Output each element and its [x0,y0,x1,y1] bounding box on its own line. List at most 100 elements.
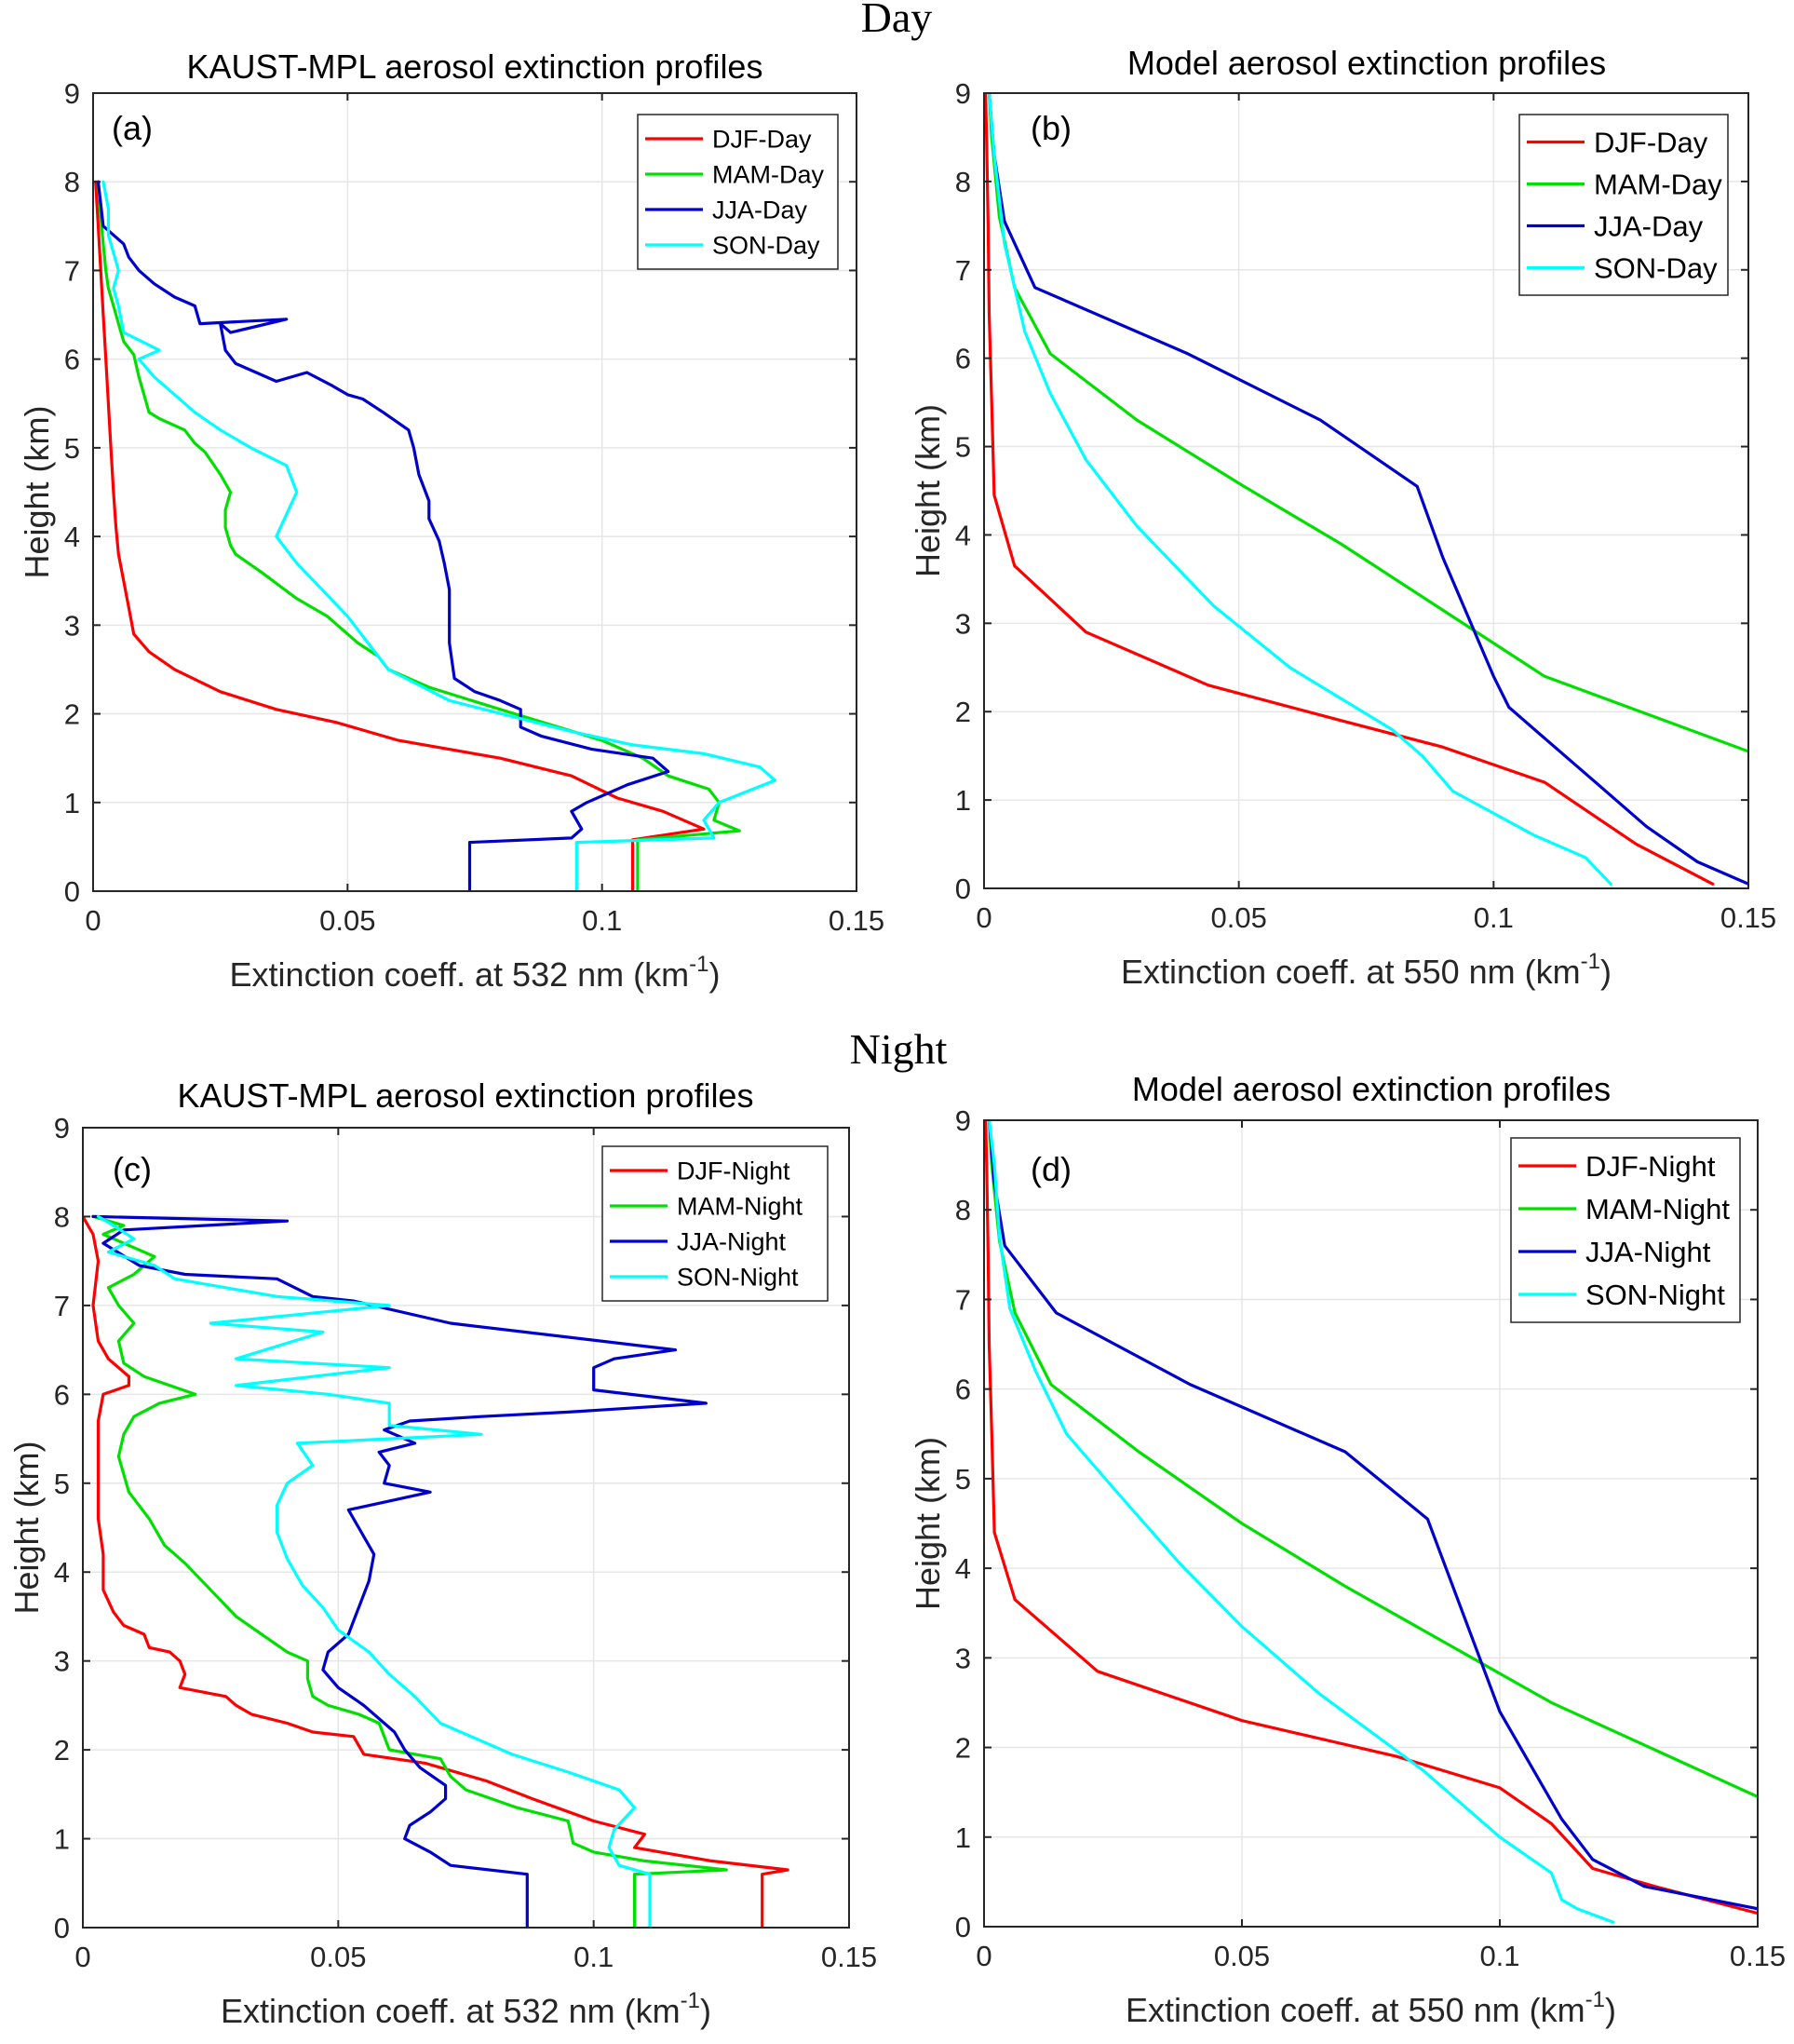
y-tick-label: 7 [64,254,80,287]
legend-entry-label: JJA-Night [1585,1236,1711,1268]
y-tick-label: 5 [955,1463,971,1496]
series-line-djf-day [94,180,706,891]
series-line-jja-day [96,180,670,891]
y-tick-label: 0 [54,1912,70,1944]
y-tick-label: 4 [955,1552,971,1585]
legend-entry-label: MAM-Night [677,1193,803,1221]
axes-frame [983,1119,1759,1928]
series-line-son-day [987,93,1612,886]
panel-b: 0 0.05 0.1 0.15 0 1 2 3 4 5 6 7 8 9 Model aerosol exti… [909,44,1776,991]
y-tick-label: 7 [54,1290,70,1322]
legend-box [1518,114,1729,296]
y-tick-label: 7 [955,1283,971,1316]
legend: DJF-Day MAM-Day JJA-Day SON-Day [1518,114,1729,296]
y-axis-label: Height (km) [7,1441,46,1614]
x-tick-label: 0.1 [1479,1940,1519,1972]
legend-entry-label: SON-Day [712,232,820,260]
y-tick-label: 4 [54,1556,70,1589]
legend-box [1510,1137,1741,1323]
y-tick-label: 5 [955,431,971,464]
panel-letter: (b) [1031,109,1072,147]
legend: DJF-Day MAM-Day JJA-Day SON-Day [637,114,839,270]
legend-entry-label: MAM-Day [712,161,824,189]
legend: DJF-Night MAM-Night JJA-Night SON-Night [1510,1137,1741,1323]
y-tick-label: 6 [955,1374,971,1406]
x-axis-label: Extinction coeff. at 532 nm (km-1) [221,1988,711,2030]
x-tick-label: 0.1 [573,1941,614,1973]
series-line-djf-night [984,1120,1758,1915]
series-group [83,1214,789,1928]
y-axis-label: Height (km) [909,1437,947,1610]
axes-frame [92,92,857,892]
day-section-title: Day [861,0,933,41]
panel-c: 0 0.05 0.1 0.15 0 1 2 3 4 5 6 7 8 9 KAUST-MPL aerosol … [7,1076,877,2030]
y-tick-label: 2 [955,696,971,728]
y-tick-label: 8 [54,1200,70,1233]
legend-entry-label: JJA-Day [1594,210,1704,243]
series-line-mam-night [91,1214,728,1928]
y-tick-label: 1 [54,1823,70,1856]
y-tick-label: 9 [955,77,971,110]
x-tick-label: 0 [976,901,991,934]
y-tick-label: 3 [955,1642,971,1674]
x-tick-label: 0.15 [829,904,884,937]
panel-title: KAUST-MPL aerosol extinction profiles [187,47,763,86]
y-tick-label: 4 [64,521,80,553]
y-tick-label: 1 [64,787,80,819]
y-tick-label: 7 [955,254,971,287]
y-tick-label: 6 [955,343,971,375]
legend-entry-label: JJA-Day [712,196,808,224]
panel-a: 0 0.05 0.1 0.15 0 1 2 3 4 5 6 7 8 9 KAUST-MPL aerosol … [18,47,884,994]
series-line-mam-day [96,180,741,891]
night-section-title: Night [850,1025,948,1073]
y-tick-label: 6 [54,1378,70,1411]
y-tick-label: 9 [54,1112,70,1144]
y-tick-label: 8 [64,166,80,198]
y-tick-label: 9 [955,1104,971,1137]
legend-entry-label: SON-Night [677,1264,799,1292]
y-tick-label: 6 [64,344,80,376]
x-tick-label: 0.15 [1720,901,1776,934]
panel-title: Model aerosol extinction profiles [1127,44,1606,82]
panel-letter: (a) [112,109,153,147]
legend-box [601,1145,829,1302]
legend-entry-label: MAM-Day [1594,169,1722,201]
axes-frame [983,92,1749,889]
x-tick-label: 0.05 [310,1941,366,1973]
y-tick-label: 5 [64,432,80,465]
y-tick-label: 4 [955,519,971,551]
legend-entry-label: MAM-Night [1585,1193,1730,1225]
x-tick-label: 0.15 [821,1941,877,1973]
y-tick-label: 3 [64,609,80,642]
y-tick-label: 0 [955,873,971,905]
x-axis-label: Extinction coeff. at 532 nm (km-1) [230,952,721,994]
series-line-djf-day [984,93,1715,886]
x-tick-label: 0 [74,1941,90,1973]
panel-letter: (c) [113,1150,152,1188]
y-tick-label: 5 [54,1468,70,1500]
y-tick-label: 3 [955,607,971,640]
series-line-jja-night [987,1120,1758,1911]
y-tick-label: 2 [54,1734,70,1767]
axes-frame [82,1127,850,1929]
x-axis-label: Extinction coeff. at 550 nm (km-1) [1121,949,1612,991]
panel-d: 0 0.05 0.1 0.15 0 1 2 3 4 5 6 7 8 9 Model aerosol exti… [909,1070,1786,2029]
y-tick-label: 9 [64,77,80,110]
panel-letter: (d) [1031,1150,1072,1188]
x-tick-label: 0.1 [1474,901,1514,934]
legend-entry-label: DJF-Day [712,126,812,154]
series-line-djf-night [83,1214,789,1928]
y-axis-label: Height (km) [909,404,947,577]
y-tick-label: 1 [955,1821,971,1854]
legend: DJF-Night MAM-Night JJA-Night SON-Night [601,1145,829,1302]
y-tick-label: 0 [955,1911,971,1943]
series-line-jja-day [987,93,1748,886]
legend-box [637,114,839,270]
legend-entry-label: DJF-Night [1585,1150,1716,1183]
series-group [984,93,1748,886]
x-axis-label: Extinction coeff. at 550 nm (km-1) [1126,1987,1616,2029]
y-tick-label: 2 [64,698,80,731]
x-tick-label: 0.1 [582,904,622,937]
